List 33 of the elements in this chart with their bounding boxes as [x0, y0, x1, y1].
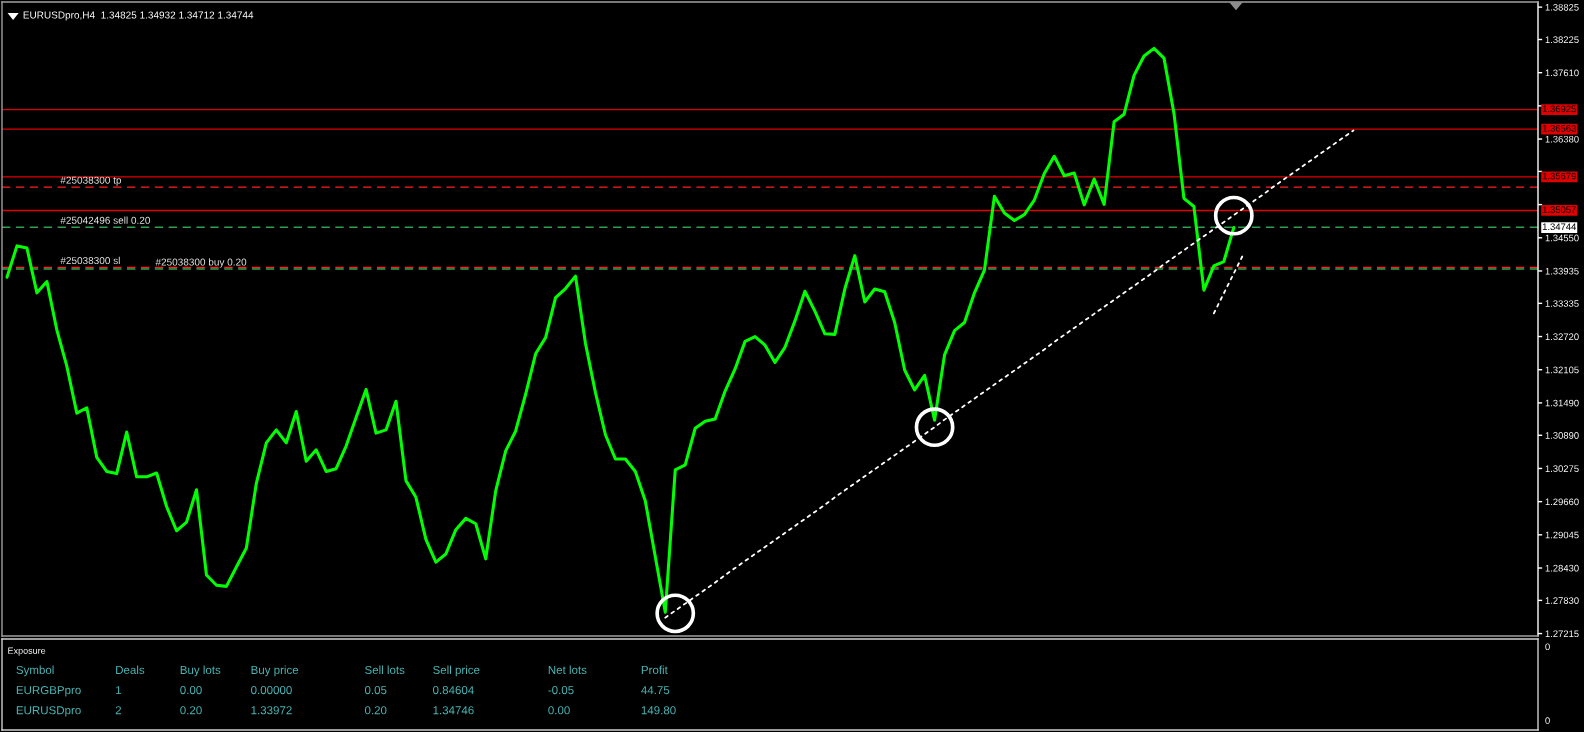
text: EURUSDpro 2 0.20 1.33972 0.20 1.34746 0.00 149.80	[16, 706, 676, 717]
text: 1.34744	[1542, 223, 1577, 231]
text: Exposure	[8, 647, 46, 656]
ref-line-label: 1.35057	[1542, 206, 1576, 213]
ref-line-label: #25042496 sell 0.20	[60, 216, 151, 224]
y-tick-label: 1.37610	[1545, 69, 1579, 77]
y-tick-label: 1.31490	[1545, 399, 1579, 407]
y-tick-label: 1.32720	[1545, 333, 1579, 341]
text: 0	[1545, 717, 1550, 724]
text: Symbol Deals Buy lots Buy price Sell lots Sell price Net lots Profit	[16, 665, 668, 677]
ref-line-label: 1.36563	[1542, 125, 1576, 132]
y-tick-label: 1.34550	[1545, 234, 1579, 242]
y-tick-label: 1.27215	[1545, 630, 1579, 638]
ref-line-label: 1.36925	[1542, 105, 1576, 113]
y-tick-label: 1.30890	[1545, 432, 1579, 439]
text: EURUSDpro,H4 1.34825 1.34932 1.34712 1.34744	[23, 11, 254, 21]
y-tick-label: 1.29045	[1545, 531, 1579, 539]
y-tick-label: 1.36380	[1545, 135, 1579, 143]
y-tick-label: 1.33335	[1545, 300, 1579, 307]
text: EURGBPpro 1 0.00 0.00000 0.05 0.84604 -0.05 44.75	[16, 686, 670, 697]
y-tick-label: 1.27830	[1545, 597, 1579, 604]
y-tick-label: 1.38825	[1545, 3, 1579, 11]
y-tick-label: 1.33935	[1545, 267, 1579, 275]
ref-line-label: #25038300 tp	[60, 176, 122, 186]
text: 0	[1545, 643, 1550, 651]
ref-line-label: #25038300 buy 0.20	[155, 258, 247, 268]
y-tick-label: 1.29660	[1545, 498, 1579, 506]
y-tick-label: 1.38225	[1545, 36, 1579, 44]
ref-line-label: 1.35679	[1542, 172, 1576, 180]
y-tick-label: 1.32105	[1545, 366, 1579, 374]
ref-line-label: #25038300 sl	[60, 256, 120, 265]
y-tick-label: 1.30275	[1545, 465, 1579, 472]
y-tick-label: 1.28430	[1545, 564, 1579, 572]
